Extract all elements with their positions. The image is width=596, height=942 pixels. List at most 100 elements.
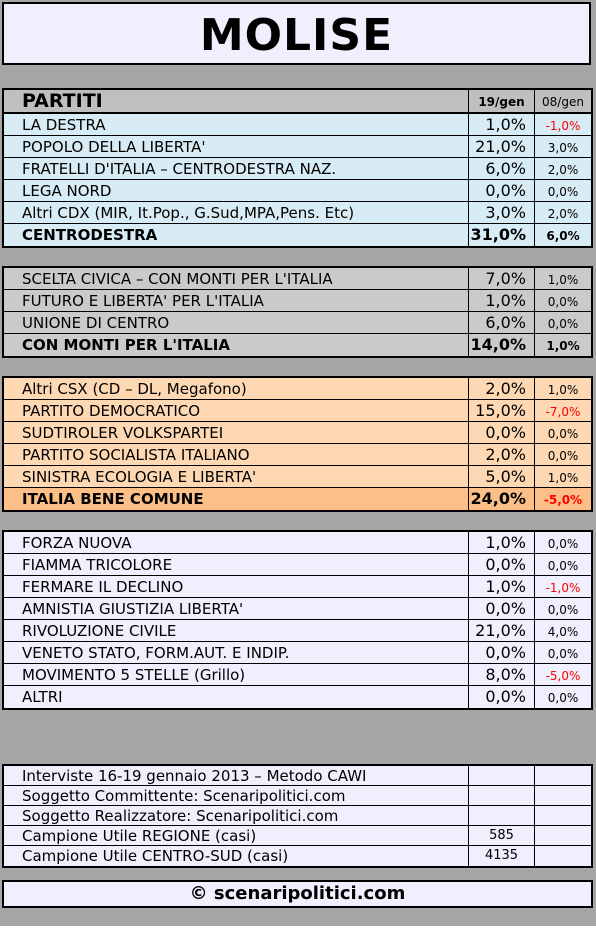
current-value: 24,0%: [468, 488, 534, 510]
current-value: [468, 806, 534, 825]
total-row: CON MONTI PER L'ITALIA 14,0% 1,0%: [4, 334, 591, 356]
current-value: 8,0%: [468, 664, 534, 685]
change-value: 0,0%: [534, 422, 591, 443]
party-name: AMNISTIA GIUSTIZIA LIBERTA': [22, 600, 244, 618]
party-name: POPOLO DELLA LIBERTA': [22, 138, 206, 156]
table-row: VENETO STATO, FORM.AUT. E INDIP. 0,0% 0,0%: [4, 642, 591, 664]
change-value: 1,0%: [534, 466, 591, 487]
change-value: [534, 786, 591, 805]
change-value: 0,0%: [534, 598, 591, 619]
table-row: Altri CSX (CD – DL, Megafono) 2,0% 1,0%: [4, 378, 591, 400]
table-row: Soggetto Realizzatore: Scenaripolitici.c…: [4, 806, 591, 826]
party-name: UNIONE DI CENTRO: [22, 314, 170, 332]
table-row: LEGA NORD 0,0% 0,0%: [4, 180, 591, 202]
change-value: -1,0%: [534, 114, 591, 135]
change-value: [534, 826, 591, 845]
table-row: Soggetto Committente: Scenaripolitici.co…: [4, 786, 591, 806]
change-value: [534, 766, 591, 785]
party-name: Campione Utile CENTRO-SUD (casi): [22, 847, 289, 865]
current-value: 0,0%: [468, 642, 534, 663]
party-name: Campione Utile REGIONE (casi): [22, 827, 257, 845]
party-name: Soggetto Realizzatore: Scenaripolitici.c…: [22, 807, 339, 825]
footer-box: © scenaripolitici.com: [2, 880, 593, 908]
centrodestra-group: LA DESTRA 1,0% -1,0% POPOLO DELLA LIBERTA' 2…: [2, 112, 593, 248]
header-current-date: 19/gen: [468, 90, 534, 112]
party-name: LA DESTRA: [22, 116, 106, 134]
page-title-box: MOLISE: [2, 2, 591, 65]
table-row: SINISTRA ECOLOGIA E LIBERTA' 5,0% 1,0%: [4, 466, 591, 488]
centrosinistra-group: Altri CSX (CD – DL, Megafono) 2,0% 1,0% PAR…: [2, 376, 593, 512]
change-value: -1,0%: [534, 576, 591, 597]
current-value: 4135: [468, 846, 534, 866]
monti-group: SCELTA CIVICA – CON MONTI PER L'ITALIA 7,…: [2, 266, 593, 358]
table-row: FUTURO E LIBERTA' PER L'ITALIA 1,0% 0,0%: [4, 290, 591, 312]
party-name: VENETO STATO, FORM.AUT. E INDIP.: [22, 644, 290, 662]
party-name: SINISTRA ECOLOGIA E LIBERTA': [22, 468, 257, 486]
change-value: 1,0%: [534, 334, 591, 356]
table-header: PARTITI 19/gen 08/gen: [4, 90, 591, 112]
current-value: 585: [468, 826, 534, 845]
change-value: 4,0%: [534, 620, 591, 641]
table-row: Interviste 16-19 gennaio 2013 – Metodo C…: [4, 766, 591, 786]
table-row: Campione Utile REGIONE (casi) 585: [4, 826, 591, 846]
current-value: 1,0%: [468, 532, 534, 553]
table-row: SUDTIROLER VOLKSPARTEI 0,0% 0,0%: [4, 422, 591, 444]
table-row: AMNISTIA GIUSTIZIA LIBERTA' 0,0% 0,0%: [4, 598, 591, 620]
current-value: 0,0%: [468, 422, 534, 443]
header-parties-label: PARTITI: [22, 90, 103, 112]
current-value: 15,0%: [468, 400, 534, 421]
current-value: 1,0%: [468, 290, 534, 311]
change-value: [534, 846, 591, 866]
change-value: 0,0%: [534, 444, 591, 465]
party-name: PARTITO DEMOCRATICO: [22, 402, 201, 420]
current-value: 21,0%: [468, 620, 534, 641]
total-row: CENTRODESTRA 31,0% 6,0%: [4, 224, 591, 246]
change-value: 3,0%: [534, 136, 591, 157]
change-value: 0,0%: [534, 312, 591, 333]
header-row-block: PARTITI 19/gen 08/gen: [2, 88, 593, 114]
table-row: FERMARE IL DECLINO 1,0% -1,0%: [4, 576, 591, 598]
table-row: MOVIMENTO 5 STELLE (Grillo) 8,0% -5,0%: [4, 664, 591, 686]
change-value: -5,0%: [534, 664, 591, 685]
party-name: Interviste 16-19 gennaio 2013 – Metodo C…: [22, 767, 367, 785]
party-name: FORZA NUOVA: [22, 534, 132, 552]
current-value: 7,0%: [468, 268, 534, 289]
party-name: FRATELLI D'ITALIA – CENTRODESTRA NAZ.: [22, 160, 337, 178]
current-value: 1,0%: [468, 114, 534, 135]
table-row: SCELTA CIVICA – CON MONTI PER L'ITALIA 7,…: [4, 268, 591, 290]
change-value: 2,0%: [534, 202, 591, 223]
party-name: FUTURO E LIBERTA' PER L'ITALIA: [22, 292, 264, 310]
table-row: FRATELLI D'ITALIA – CENTRODESTRA NAZ. 6,0…: [4, 158, 591, 180]
table-row: POPOLO DELLA LIBERTA' 21,0% 3,0%: [4, 136, 591, 158]
table-row: Campione Utile CENTRO-SUD (casi) 4135: [4, 846, 591, 866]
party-name: ALTRI: [22, 688, 63, 706]
table-row: ALTRI 0,0% 0,0%: [4, 686, 591, 708]
current-value: 31,0%: [468, 224, 534, 246]
change-value: 1,0%: [534, 268, 591, 289]
current-value: 21,0%: [468, 136, 534, 157]
header-previous-date: 08/gen: [534, 90, 591, 112]
party-name: RIVOLUZIONE CIVILE: [22, 622, 177, 640]
current-value: [468, 786, 534, 805]
page-title: MOLISE: [199, 10, 394, 61]
party-name: FERMARE IL DECLINO: [22, 578, 184, 596]
party-name: FIAMMA TRICOLORE: [22, 556, 173, 574]
current-value: 6,0%: [468, 158, 534, 179]
change-value: [534, 806, 591, 825]
party-name: ITALIA BENE COMUNE: [22, 490, 204, 508]
current-value: 0,0%: [468, 598, 534, 619]
current-value: 2,0%: [468, 444, 534, 465]
table-row: PARTITO SOCIALISTA ITALIANO 2,0% 0,0%: [4, 444, 591, 466]
change-value: 0,0%: [534, 290, 591, 311]
change-value: -5,0%: [534, 488, 591, 510]
table-row: FIAMMA TRICOLORE 0,0% 0,0%: [4, 554, 591, 576]
party-name: SCELTA CIVICA – CON MONTI PER L'ITALIA: [22, 270, 333, 288]
table-row: RIVOLUZIONE CIVILE 21,0% 4,0%: [4, 620, 591, 642]
current-value: 0,0%: [468, 554, 534, 575]
party-name: PARTITO SOCIALISTA ITALIANO: [22, 446, 250, 464]
party-name: CENTRODESTRA: [22, 226, 158, 244]
current-value: 3,0%: [468, 202, 534, 223]
change-value: 0,0%: [534, 554, 591, 575]
party-name: LEGA NORD: [22, 182, 112, 200]
